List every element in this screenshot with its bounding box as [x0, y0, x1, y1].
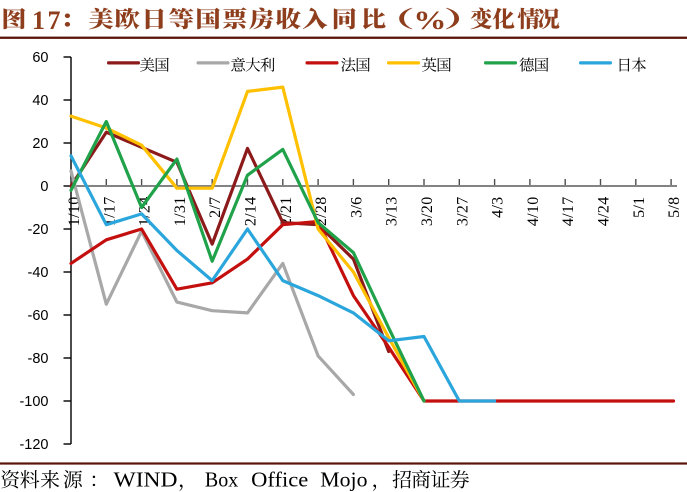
svg-text:60: 60	[32, 50, 48, 66]
svg-text:-120: -120	[19, 437, 48, 453]
svg-text:2/7: 2/7	[207, 197, 224, 218]
svg-text:Box: Box	[205, 468, 239, 492]
svg-text:-100: -100	[19, 394, 48, 410]
svg-text:17: 17	[32, 6, 63, 35]
svg-text:4/10: 4/10	[525, 197, 542, 227]
svg-text:5/8: 5/8	[666, 197, 683, 218]
svg-text:20: 20	[32, 136, 48, 152]
svg-text:Office: Office	[251, 468, 308, 492]
svg-text:WIND: WIND	[114, 468, 178, 492]
svg-text:-80: -80	[28, 351, 49, 367]
svg-text:2/14: 2/14	[243, 197, 260, 227]
svg-text:-40: -40	[28, 265, 49, 281]
svg-text:Mojo: Mojo	[320, 468, 367, 492]
svg-text:1/31: 1/31	[172, 197, 189, 227]
svg-text:%: %	[413, 6, 446, 35]
svg-text:-60: -60	[28, 308, 49, 324]
svg-text:0: 0	[40, 179, 48, 195]
svg-text:5/1: 5/1	[631, 197, 648, 218]
svg-text:3/6: 3/6	[348, 197, 365, 218]
svg-text:4/24: 4/24	[596, 197, 613, 227]
svg-text:-20: -20	[28, 222, 49, 238]
svg-text:4/3: 4/3	[490, 197, 507, 218]
svg-text:1/17: 1/17	[101, 197, 118, 227]
svg-text:3/20: 3/20	[419, 197, 436, 227]
svg-text:4/17: 4/17	[560, 197, 577, 227]
svg-text:3/13: 3/13	[384, 197, 401, 227]
svg-text:40: 40	[32, 93, 48, 109]
svg-text:3/27: 3/27	[454, 197, 471, 227]
